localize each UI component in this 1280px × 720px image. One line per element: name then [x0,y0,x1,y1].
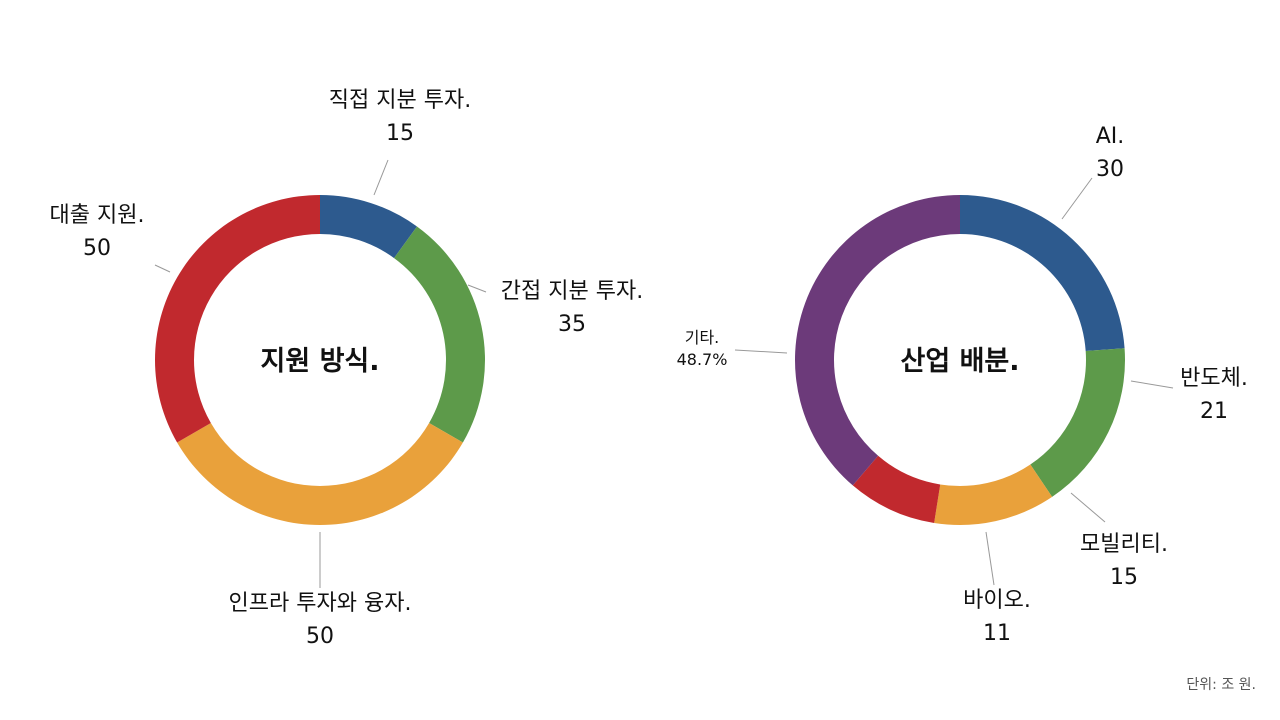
slice-label-0-1: 간접 지분 투자. [501,279,643,304]
slice-value-1-3: 11 [983,621,1011,646]
slice-value-0-1: 35 [558,312,586,337]
slice-label-0-2: 인프라 투자와 융자. [229,591,412,616]
donut-center-title-0: 지원 방식. [260,346,379,377]
donut-slice-1-1 [1030,348,1125,497]
slice-value-1-1: 21 [1200,399,1228,424]
leader-line-0-1 [467,284,487,293]
donut-slice-1-0 [960,195,1125,352]
slice-label-1-3: 바이오. [963,588,1031,613]
donut-slice-1-4 [795,194,960,486]
leader-line-0-0 [373,159,389,196]
slice-label-1-2: 모빌리티. [1080,532,1168,557]
leader-line-1-4 [734,349,788,354]
leader-line-1-0 [1061,177,1093,220]
donut-center-title-1: 산업 배분. [900,346,1019,377]
slice-value-1-2: 15 [1110,565,1138,590]
support-method-donut: 직접 지분 투자. 15 간접 지분 투자. 35 인프라 투자와 융자. 50 대출 지원… [50,88,644,649]
slice-value-0-3: 50 [83,236,111,261]
industry-allocation-donut: AI. 30 반도체. 21 모빌리티. 15 바이오. 11 기타. 48.7% 산업 배분. [677,124,1248,646]
slice-label-0-0: 직접 지분 투자. [329,88,471,113]
leader-line-1-2 [1070,492,1106,523]
donut-slice-1-2 [934,464,1053,525]
slice-label-1-4: 기타. [685,328,720,347]
slice-label-0-3: 대출 지원. [50,203,145,228]
slice-label-1-0: AI. [1096,124,1125,149]
slice-label-1-1: 반도체. [1180,366,1248,391]
leader-line-1-1 [1130,380,1174,389]
leader-line-1-3 [985,531,995,586]
donut-slice-0-0 [320,195,417,259]
leader-line-0-3 [154,264,171,273]
slice-value-1-4: 48.7% [677,350,728,369]
donut-slice-0-1 [394,226,486,443]
unit-note: 단위: 조 원. [1186,677,1256,693]
donut-slice-1-3 [852,455,941,523]
slice-value-0-2: 50 [306,624,334,649]
slice-value-1-0: 30 [1096,157,1124,182]
donut-slice-0-2 [177,423,463,525]
slice-value-0-0: 15 [386,121,414,146]
donut-slice-0-3 [154,195,320,443]
